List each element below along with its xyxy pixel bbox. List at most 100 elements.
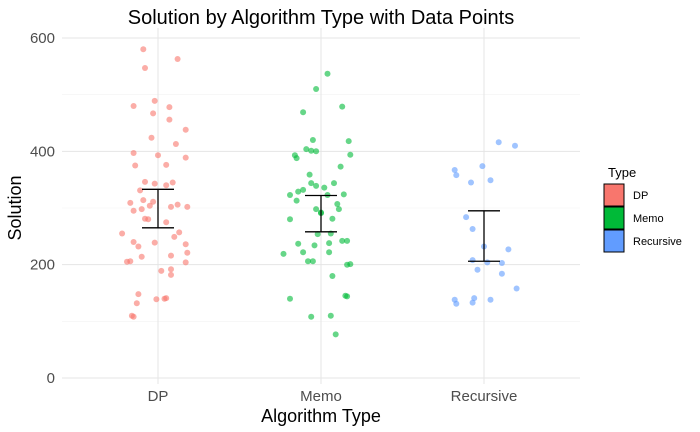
- data-point: [163, 182, 170, 189]
- data-point: [130, 239, 137, 245]
- data-point: [308, 180, 315, 187]
- data-point: [469, 226, 476, 232]
- data-point: [313, 206, 320, 213]
- data-point: [331, 180, 337, 187]
- data-point: [169, 179, 176, 186]
- data-point: [308, 313, 315, 320]
- data-point: [334, 201, 341, 207]
- legend-item: Memo: [603, 206, 664, 230]
- data-point: [329, 215, 336, 222]
- y-tick-label: 400: [30, 143, 55, 160]
- data-point: [471, 295, 478, 302]
- x-tick-label: Recursive: [451, 388, 518, 405]
- data-point: [324, 70, 331, 77]
- data-point: [182, 241, 189, 248]
- x-tick-label: Memo: [300, 388, 342, 405]
- data-point: [140, 46, 147, 53]
- data-point: [468, 179, 474, 186]
- data-point: [138, 206, 145, 213]
- y-tick-label: 600: [30, 30, 55, 47]
- legend-label: Recursive: [633, 236, 682, 248]
- data-point: [469, 257, 476, 264]
- data-point: [313, 86, 320, 92]
- data-point: [168, 266, 174, 273]
- data-point: [513, 285, 520, 292]
- data-points: [119, 46, 520, 338]
- data-point: [166, 116, 173, 123]
- data-point: [135, 243, 142, 250]
- data-point: [130, 207, 137, 214]
- data-point: [309, 137, 316, 143]
- data-point: [314, 231, 321, 238]
- legend: Type DP Memo Recursive: [603, 165, 682, 253]
- data-point: [151, 239, 158, 246]
- data-point: [163, 295, 170, 302]
- data-point: [130, 103, 137, 109]
- data-point: [172, 141, 179, 147]
- data-point: [469, 299, 476, 306]
- chart-title: Solution by Algorithm Type with Data Poi…: [128, 7, 515, 29]
- data-point: [153, 296, 160, 303]
- error-bar: [305, 194, 337, 233]
- data-point: [142, 65, 148, 71]
- data-point: [487, 177, 494, 184]
- data-point: [295, 188, 302, 195]
- data-point: [132, 162, 139, 169]
- data-point: [332, 331, 339, 338]
- data-point: [339, 103, 346, 110]
- data-point: [453, 300, 460, 307]
- data-point: [487, 296, 494, 303]
- data-point: [313, 182, 320, 189]
- data-point: [479, 163, 486, 170]
- data-point: [130, 150, 137, 156]
- data-point: [326, 249, 333, 256]
- data-point: [155, 152, 161, 159]
- data-point: [142, 178, 148, 185]
- legend-title: Type: [608, 165, 636, 180]
- legend-label: DP: [633, 190, 648, 202]
- legend-item: DP: [603, 183, 648, 207]
- data-point: [166, 104, 173, 111]
- data-point: [182, 126, 189, 133]
- y-tick-label: 0: [47, 370, 55, 387]
- data-point: [512, 142, 518, 149]
- legend-item: Recursive: [603, 229, 682, 253]
- data-point: [182, 154, 189, 161]
- data-point: [484, 259, 491, 266]
- data-point: [505, 246, 512, 253]
- data-point: [163, 219, 170, 226]
- data-point: [127, 199, 134, 206]
- error-bars: [142, 188, 500, 262]
- x-axis-ticks: DP Memo Recursive: [148, 388, 518, 405]
- data-point: [133, 300, 140, 307]
- y-tick-label: 200: [30, 257, 55, 274]
- error-bar: [142, 188, 174, 229]
- x-axis-title: Algorithm Type: [261, 406, 381, 426]
- data-point: [174, 201, 181, 208]
- data-point: [306, 171, 313, 178]
- data-point: [311, 242, 318, 249]
- data-point: [340, 191, 347, 198]
- data-point: [176, 229, 183, 236]
- x-tick-label: DP: [148, 388, 169, 405]
- data-point: [184, 203, 191, 210]
- data-point: [127, 258, 134, 265]
- data-point: [138, 253, 145, 260]
- data-point: [463, 214, 470, 221]
- data-point: [130, 313, 137, 320]
- data-point: [337, 163, 344, 170]
- data-point: [171, 233, 178, 240]
- data-point: [300, 249, 307, 256]
- data-point: [305, 258, 311, 265]
- data-point: [344, 261, 351, 268]
- data-point: [347, 151, 354, 158]
- legend-key-point: [611, 238, 617, 244]
- data-point: [163, 161, 170, 168]
- data-point: [168, 203, 174, 210]
- data-point: [150, 110, 157, 117]
- data-point: [182, 259, 189, 266]
- data-point: [313, 148, 320, 155]
- data-point: [342, 292, 349, 299]
- legend-label: Memo: [633, 213, 664, 225]
